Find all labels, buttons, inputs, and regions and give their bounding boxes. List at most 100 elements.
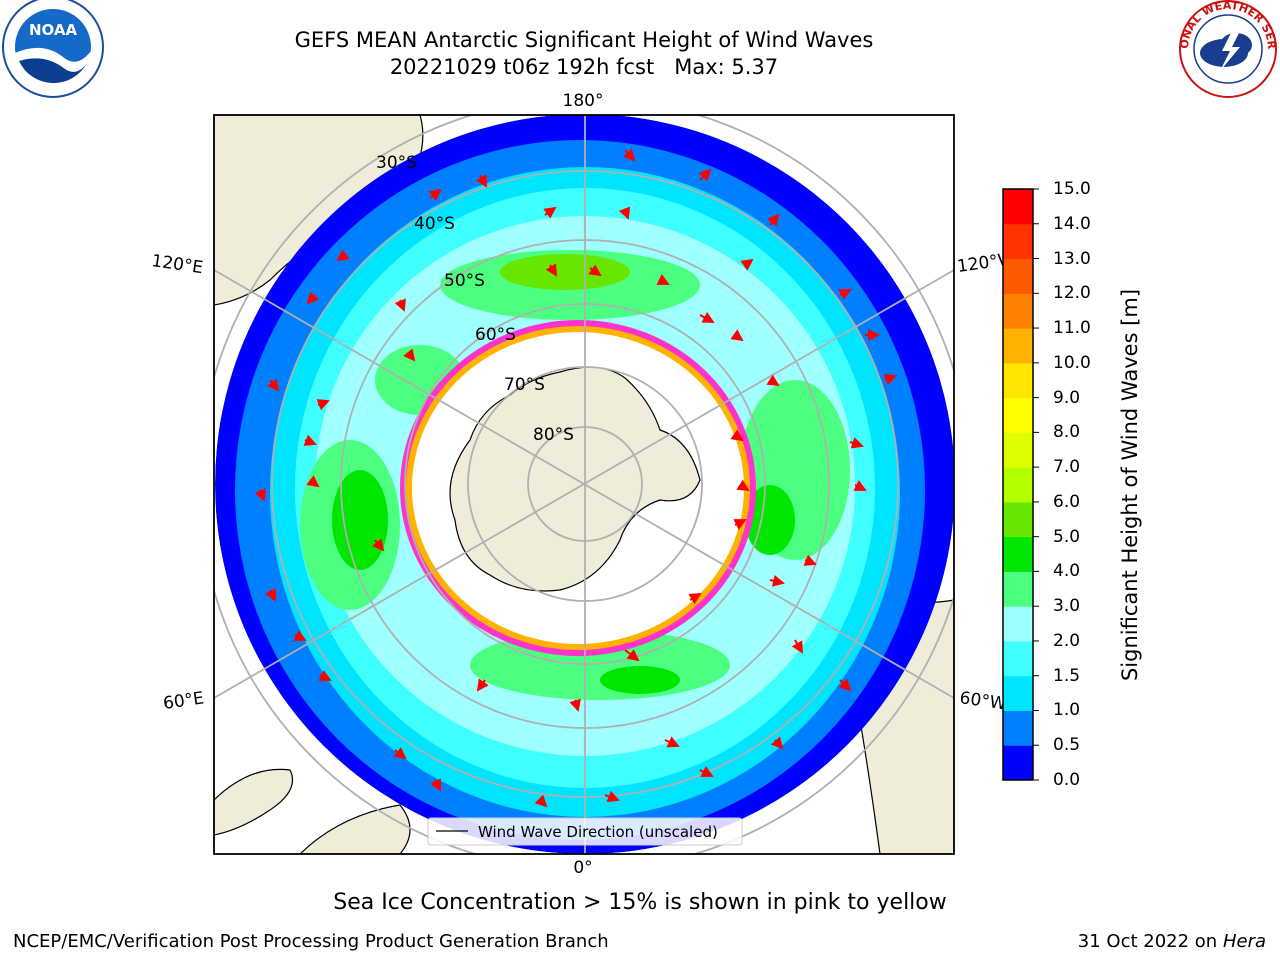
lon-label-120e: 120°E xyxy=(150,251,204,278)
arrow xyxy=(664,736,680,748)
lat-label-80s: 80°S xyxy=(533,425,574,445)
arrow xyxy=(803,554,817,566)
lat-label-70s: 70°S xyxy=(504,375,545,395)
footer-credit: NCEP/EMC/Verification Post Processing Pr… xyxy=(13,931,609,952)
colorbar-segment xyxy=(1003,397,1033,433)
arrow xyxy=(838,289,852,300)
arrow xyxy=(604,790,620,803)
footer-date: 31 Oct 2022 on Hera xyxy=(1078,931,1266,952)
colorbar-tick-label: 1.5 xyxy=(1053,665,1081,686)
arrow xyxy=(838,678,852,692)
arrow xyxy=(267,378,280,392)
colorbar-tick-label: 1.0 xyxy=(1053,700,1081,721)
wind-wave-arrows xyxy=(254,148,897,808)
colorbar-tick-label: 14.0 xyxy=(1053,213,1091,234)
lat-label-30s: 30°S xyxy=(376,153,417,173)
colorbar-segment xyxy=(1003,606,1033,642)
colorbar-segment xyxy=(1003,745,1033,781)
chart-subtitle-run: 20221029 t06z 192h fcst Max: 5.37 xyxy=(389,55,779,79)
arrow xyxy=(428,188,442,201)
arrow xyxy=(791,639,804,654)
arrow xyxy=(265,588,276,602)
arrow xyxy=(475,174,487,188)
arrow xyxy=(430,778,441,792)
arrow xyxy=(624,649,640,662)
graticule xyxy=(214,115,954,854)
colorbar-segment xyxy=(1003,432,1033,468)
colorbar-tick-label: 2.0 xyxy=(1053,630,1081,651)
arrow xyxy=(254,488,266,502)
colorbar-segment xyxy=(1003,536,1033,572)
arrow xyxy=(303,434,317,446)
map-frame xyxy=(213,114,955,855)
colorbar-tick-label: 0.0 xyxy=(1053,770,1081,790)
colorbar-segment xyxy=(1003,328,1033,364)
lat-label-50s: 50°S xyxy=(444,271,485,291)
arrow xyxy=(293,630,307,641)
arrow xyxy=(740,258,754,271)
arrow xyxy=(883,374,897,386)
arrow xyxy=(733,519,747,530)
arrow xyxy=(849,437,864,449)
arrow xyxy=(853,480,867,491)
colorbar-segment xyxy=(1003,258,1033,294)
colorbar-tick-label: 12.0 xyxy=(1053,283,1091,304)
colorbar-segment xyxy=(1003,189,1033,225)
colorbar-tick-label: 8.0 xyxy=(1053,422,1081,443)
arrow xyxy=(688,592,702,605)
lat-label-40s: 40°S xyxy=(414,214,455,234)
arrow xyxy=(699,766,714,777)
arrow xyxy=(770,736,784,750)
arrow xyxy=(622,148,636,162)
arrow xyxy=(394,298,406,312)
colorbar-segment xyxy=(1003,362,1033,399)
arrow xyxy=(730,429,744,442)
arrow xyxy=(403,348,416,362)
arrow xyxy=(316,399,330,411)
noaa-logo-icon: NOAA xyxy=(2,0,104,98)
arrow xyxy=(306,475,320,488)
map-legend: Wind Wave Direction (unscaled) xyxy=(427,817,743,846)
colorbar-segment xyxy=(1003,501,1033,538)
arrow xyxy=(318,670,332,681)
lon-label-60e: 60°E xyxy=(162,688,205,713)
arrow xyxy=(698,168,712,182)
colorbar-tick-label: 0.5 xyxy=(1053,735,1081,756)
colorbar xyxy=(1002,188,1039,781)
footer-host: Hera xyxy=(1222,931,1266,952)
arrow xyxy=(543,206,557,219)
colorbar-segment xyxy=(1003,293,1033,329)
colorbar-tick-label: 6.0 xyxy=(1053,491,1081,512)
arrow xyxy=(336,249,350,262)
colorbar-tick-label: 3.0 xyxy=(1053,596,1081,617)
arrow xyxy=(736,479,750,492)
arrow xyxy=(656,274,670,285)
colorbar-segment xyxy=(1003,467,1033,503)
colorbar-segment xyxy=(1003,223,1033,260)
arrow xyxy=(534,794,548,808)
arrow xyxy=(769,574,785,587)
colorbar-segment xyxy=(1003,710,1033,746)
chart-title: GEFS MEAN Antarctic Significant Height o… xyxy=(294,28,874,52)
colorbar-tick-label: 5.0 xyxy=(1053,526,1081,547)
colorbar-tick-label: 11.0 xyxy=(1053,318,1091,339)
arrow xyxy=(766,374,780,387)
colorbar-tick-label: 10.0 xyxy=(1053,352,1091,373)
arrow xyxy=(476,678,489,692)
arrow xyxy=(588,264,602,277)
arrow xyxy=(618,206,631,220)
colorbar-tick-label: 4.0 xyxy=(1053,561,1081,582)
footer-date-text: 31 Oct 2022 on xyxy=(1077,931,1223,952)
colorbar-segment xyxy=(1003,571,1033,607)
arrow xyxy=(393,747,407,760)
legend-label: Wind Wave Direction (unscaled) xyxy=(478,823,718,841)
lon-label-180: 180° xyxy=(563,91,604,111)
colorbar-label: Significant Height of Wind Waves [m] xyxy=(1118,288,1142,682)
colorbar-tick-label: 15.0 xyxy=(1053,179,1091,199)
colorbar-tick-label: 7.0 xyxy=(1053,457,1081,478)
colorbar-tick-label: 9.0 xyxy=(1053,387,1081,408)
colorbar-segment xyxy=(1003,640,1033,677)
lon-label-60w: 60°W xyxy=(958,688,1007,714)
colorbar-frame xyxy=(1002,188,1034,781)
